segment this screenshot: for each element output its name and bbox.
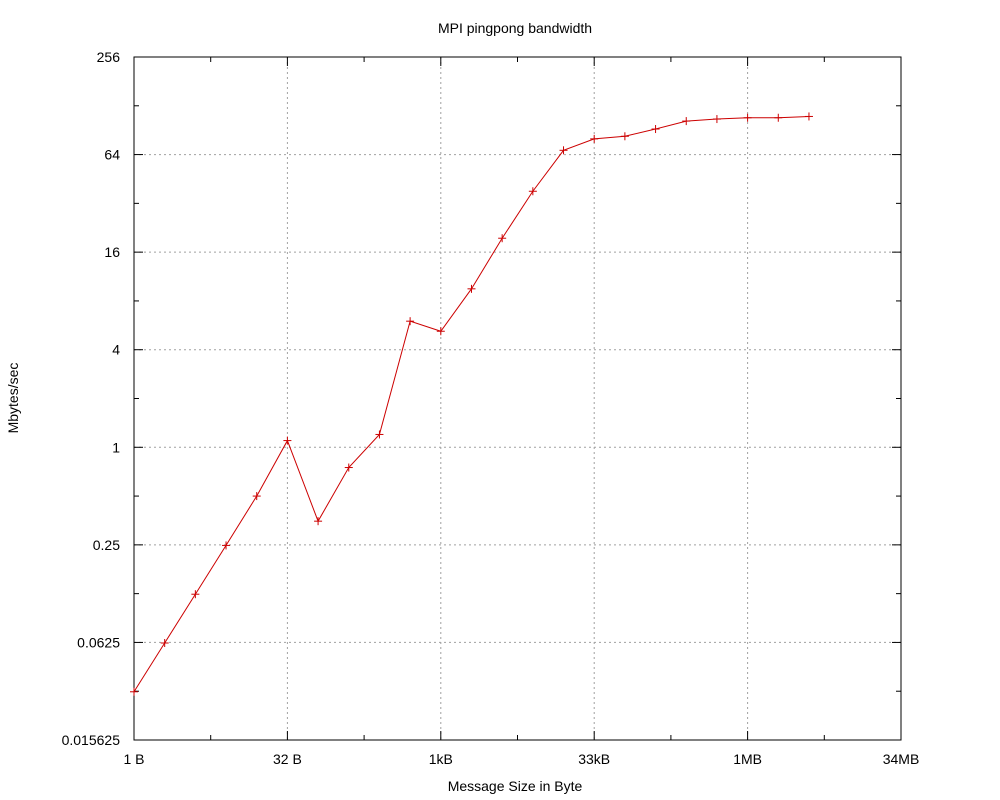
data-point-marker bbox=[498, 234, 507, 243]
data-point-marker bbox=[682, 117, 691, 126]
x-tick-label: 1kB bbox=[429, 751, 453, 767]
data-point-marker bbox=[651, 125, 660, 134]
data-point-marker bbox=[283, 436, 292, 445]
y-tick-labels: 0.015625 0.0625 0.25 1 4 16 64 256 bbox=[62, 49, 121, 748]
data-point-marker bbox=[252, 492, 261, 501]
data-point-marker bbox=[406, 317, 415, 326]
y-tick-label: 0.25 bbox=[93, 537, 120, 553]
data-point-marker bbox=[590, 134, 599, 143]
data-point-marker bbox=[804, 112, 813, 121]
y-tick-label: 64 bbox=[104, 147, 120, 163]
x-tick-label: 33kB bbox=[578, 751, 610, 767]
data-point-marker bbox=[743, 113, 752, 122]
data-point-marker bbox=[222, 541, 231, 550]
data-point-marker bbox=[130, 687, 138, 696]
grid-lines bbox=[134, 57, 901, 740]
y-tick-label: 16 bbox=[104, 244, 120, 260]
y-tick-label: 0.0625 bbox=[77, 634, 120, 650]
x-tick-label: 1MB bbox=[733, 751, 762, 767]
chart-title: MPI pingpong bandwidth bbox=[438, 20, 592, 36]
y-tick-label: 0.015625 bbox=[62, 732, 121, 748]
data-point-marker bbox=[467, 284, 476, 293]
x-tick-label: 32 B bbox=[273, 751, 302, 767]
tick-marks bbox=[133, 56, 902, 741]
x-tick-labels: 1 B 32 B 1kB 33kB 1MB 34MB bbox=[123, 751, 919, 767]
data-point-marker bbox=[436, 327, 445, 336]
series-line bbox=[133, 115, 809, 693]
data-point-marker bbox=[375, 430, 384, 439]
data-point-marker bbox=[314, 517, 323, 526]
y-axis-title: Mbytes/sec bbox=[5, 363, 21, 434]
data-point-marker bbox=[620, 132, 629, 141]
data-point-marker bbox=[559, 146, 568, 155]
series-layer bbox=[130, 112, 813, 696]
data-point-marker bbox=[774, 113, 783, 122]
data-point-marker bbox=[160, 638, 169, 647]
x-axis-title: Message Size in Byte bbox=[448, 778, 583, 794]
data-point-marker bbox=[712, 115, 721, 124]
data-point-marker bbox=[528, 187, 537, 196]
data-point-marker bbox=[344, 463, 353, 472]
x-tick-label: 1 B bbox=[123, 751, 144, 767]
y-tick-label: 1 bbox=[112, 439, 120, 455]
plot-frame bbox=[133, 56, 902, 741]
data-point-marker bbox=[191, 590, 200, 599]
y-tick-label: 256 bbox=[97, 49, 121, 65]
y-tick-label: 4 bbox=[112, 342, 120, 358]
x-tick-label: 34MB bbox=[883, 751, 920, 767]
